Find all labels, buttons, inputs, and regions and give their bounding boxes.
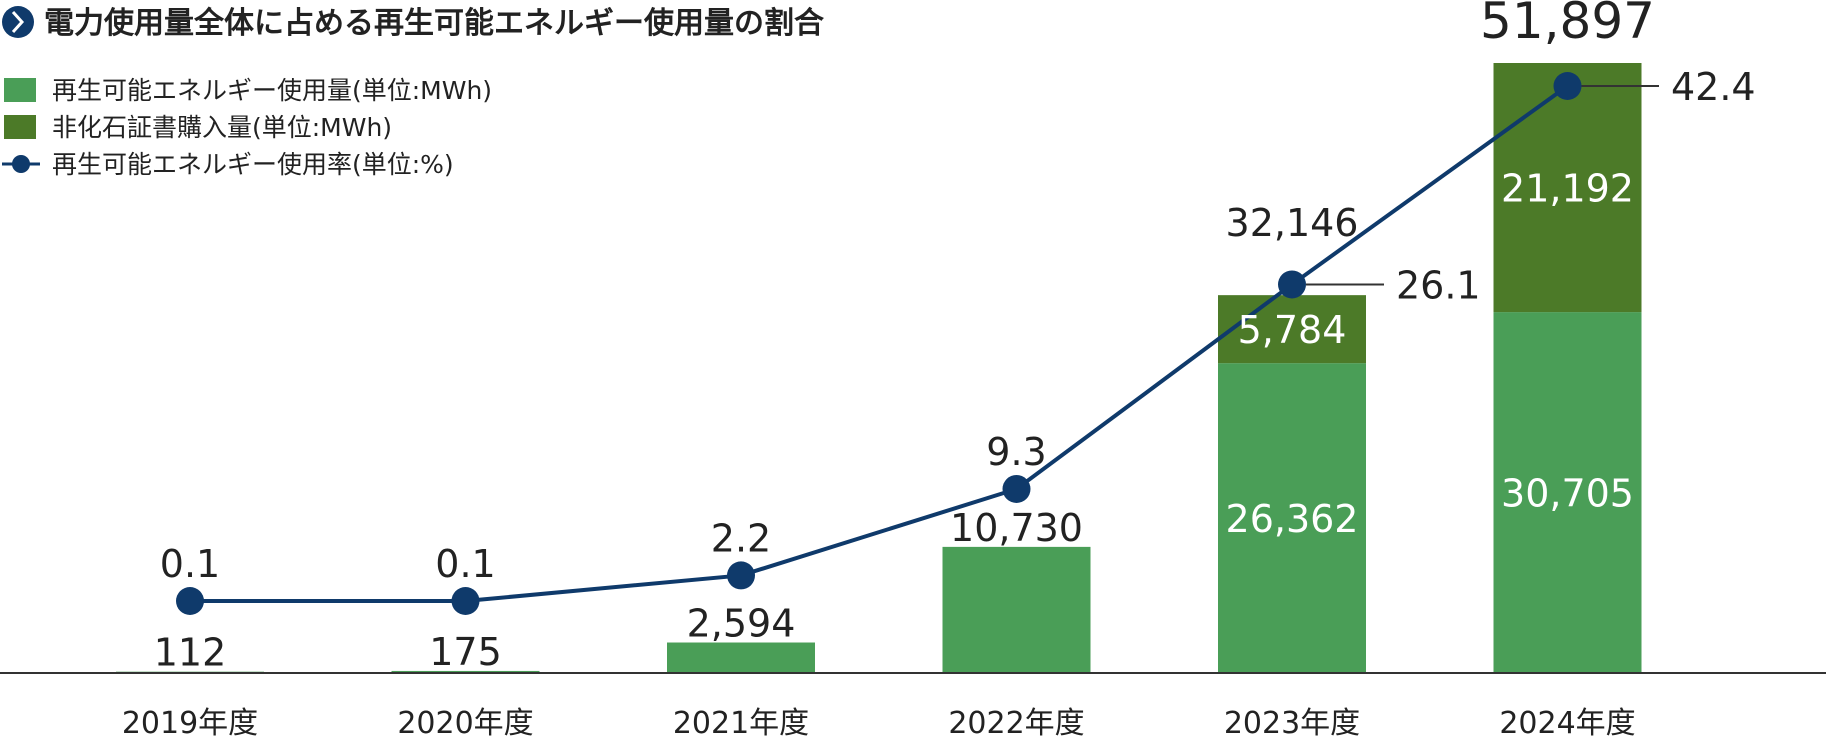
bar-value-label-certificate: 5,784 [1238,308,1347,352]
rate-point-5 [1278,270,1306,299]
chevron-right-icon-glyph [11,10,25,34]
bar-value-label-renewable: 30,705 [1501,472,1634,516]
rate-label: 2.2 [711,516,771,560]
bar-value-label-renewable: 26,362 [1226,497,1359,541]
rate-point-4 [1002,474,1031,503]
bar-certificate-6 [1493,63,1642,313]
x-tick-label: 2021年度 [673,706,809,741]
legend-swatch-2 [4,115,36,139]
legend-label-3: 再生可能エネルギー使用率(単位:%) [52,150,454,179]
bar-value-label-renewable: 112 [154,631,227,675]
data-labels: 0.1 0.1 2.2 9.3 26.1 42.4 112 175 2,594 10,730 26,… [154,0,1756,675]
rate-label: 26.1 [1396,263,1481,307]
rate-line [190,84,1569,603]
legend-marker [12,155,30,173]
legend: 再生可能エネルギー使用量(単位:MWh) 非化石証書購入量(単位:MWh) 再生可能… [2,76,492,179]
x-tick-label: 2019年度 [122,706,258,741]
chart-title: 電力使用量全体に占める再生可能エネルギー使用量の割合 [44,6,824,41]
x-tick-label: 2023年度 [1224,706,1360,741]
total-label: 32,146 [1226,201,1359,245]
bar-value-label-renewable: 175 [429,630,502,674]
bar-renewable-5 [1218,363,1366,673]
x-tick-label: 2020年度 [397,706,533,741]
rate-label: 42.4 [1671,65,1756,109]
x-tick-label: 2022年度 [948,706,1084,741]
bars [116,63,1642,673]
x-tick-label: 2024年度 [1499,706,1635,741]
chart-title-group: 電力使用量全体に占める再生可能エネルギー使用量の割合 [2,6,824,41]
rate-point-2 [451,587,480,615]
rate-label: 9.3 [986,430,1046,474]
rate-label: 0.1 [160,542,220,586]
bar-value-label-renewable: 10,730 [950,506,1083,550]
rate-point-6 [1553,72,1582,100]
rate-line-series [176,72,1582,615]
rate-point-1 [176,587,204,615]
bar-renewable-6 [1493,312,1642,673]
legend-label-2: 非化石証書購入量(単位:MWh) [52,113,392,142]
legend-swatch-1 [4,78,36,102]
bar-renewable-3 [667,642,815,673]
total-label: 51,897 [1480,0,1655,50]
legend-label-1: 再生可能エネルギー使用量(単位:MWh) [52,76,492,105]
x-tick-labels: 2019年度 2020年度 2021年度 2022年度 2023年度 2024年度 [122,706,1636,741]
bar-value-label-certificate: 21,192 [1501,167,1634,211]
bar-renewable-4 [942,546,1091,673]
bar-certificate-5 [1218,295,1366,364]
chevron-right-icon [2,6,34,38]
bar-value-label-renewable: 2,594 [687,602,796,646]
rate-label: 0.1 [435,542,495,586]
rate-point-3 [727,561,755,590]
bar-renewable-2 [391,670,540,673]
